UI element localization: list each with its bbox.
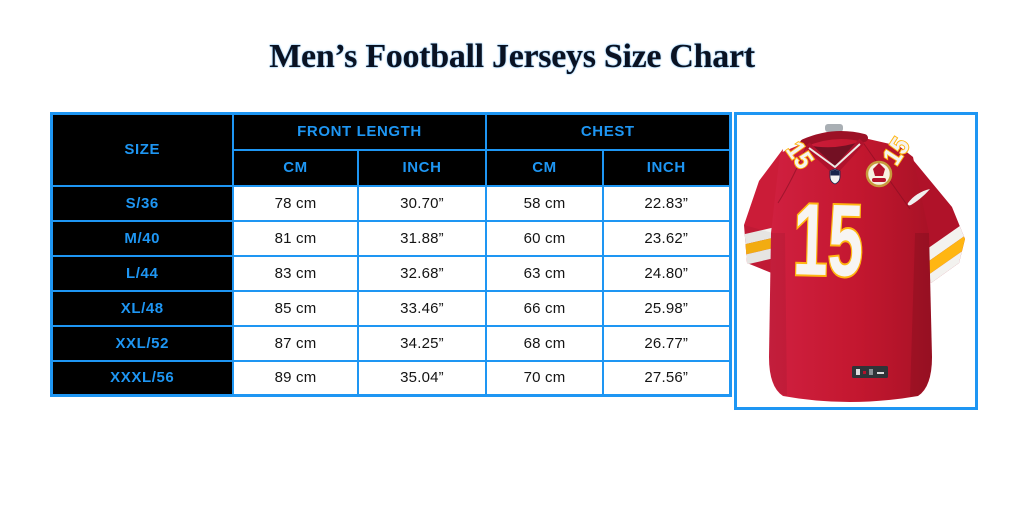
- front-length-cm: 78 cm: [232, 184, 359, 222]
- front-length-inch: 34.25”: [356, 324, 488, 362]
- chest-cm: 68 cm: [485, 324, 605, 362]
- front-length-cm: 87 cm: [232, 324, 359, 362]
- col-header-chest: CHEST: [485, 112, 732, 151]
- table-row: XXXL/56 89 cm 35.04” 70 cm 27.56”: [50, 359, 732, 397]
- size-label: L/44: [50, 254, 234, 292]
- col-header-front-inch: INCH: [356, 148, 488, 187]
- page-title: Men’s Football Jerseys Size Chart: [269, 38, 755, 75]
- front-length-inch: 32.68”: [356, 254, 488, 292]
- nfl-shield-icon: [829, 168, 840, 185]
- chest-cm: 60 cm: [485, 219, 605, 257]
- front-length-inch: 35.04”: [356, 359, 488, 397]
- chest-cm: 58 cm: [485, 184, 605, 222]
- front-length-inch: 30.70”: [356, 184, 488, 222]
- chest-inch: 22.83”: [602, 184, 732, 222]
- size-chart-table: SIZE FRONT LENGTH CHEST CM INCH CM INCH …: [49, 112, 732, 397]
- jersey-torso: [768, 135, 932, 402]
- team-patch-icon: [865, 160, 892, 188]
- hanger-loop: [824, 124, 843, 132]
- header-row-groups: SIZE FRONT LENGTH CHEST: [50, 112, 732, 187]
- header-row-units: CM INCH CM INCH: [51, 148, 732, 187]
- col-header-chest-inch: INCH: [602, 148, 732, 187]
- size-label: M/40: [50, 219, 234, 257]
- front-length-inch: 31.88”: [356, 219, 488, 257]
- col-header-front-cm: CM: [232, 148, 359, 187]
- table-row: XL/48 85 cm 33.46” 66 cm 25.98”: [50, 289, 732, 327]
- chest-cm: 63 cm: [485, 254, 605, 292]
- chest-inch: 25.98”: [602, 289, 732, 327]
- front-length-cm: 81 cm: [232, 219, 359, 257]
- front-length-cm: 83 cm: [232, 254, 359, 292]
- jersey-image: 15 15 15: [743, 124, 965, 402]
- size-chart-content: SIZE FRONT LENGTH CHEST CM INCH CM INCH …: [49, 112, 978, 410]
- chest-cm: 70 cm: [485, 359, 605, 397]
- size-label: XXL/52: [50, 324, 234, 362]
- jersey-product-photo: 15 15 15: [733, 112, 978, 410]
- jersey-chest-number: 15: [791, 182, 864, 298]
- col-header-chest-cm: CM: [485, 148, 605, 187]
- chest-inch: 24.80”: [602, 254, 732, 292]
- chest-inch: 27.56”: [602, 359, 732, 397]
- table-row: S/36 78 cm 30.70” 58 cm 22.83”: [50, 184, 732, 222]
- table-row: M/40 81 cm 31.88” 60 cm 23.62”: [50, 219, 732, 257]
- table-row: L/44 83 cm 32.68” 63 cm 24.80”: [50, 254, 732, 292]
- front-length-inch: 33.46”: [356, 289, 488, 327]
- col-header-front-length: FRONT LENGTH: [231, 112, 488, 151]
- chest-inch: 23.62”: [602, 219, 732, 257]
- chest-inch: 26.77”: [602, 324, 732, 362]
- col-header-size: SIZE: [50, 112, 234, 187]
- table-row: XXL/52 87 cm 34.25” 68 cm 26.77”: [50, 324, 732, 362]
- size-label: XXXL/56: [50, 359, 234, 397]
- size-label: S/36: [50, 184, 234, 222]
- front-length-cm: 89 cm: [232, 359, 359, 397]
- nike-swoosh-icon: [907, 189, 930, 206]
- chest-cm: 66 cm: [485, 289, 605, 327]
- jock-tag: [851, 366, 888, 378]
- front-length-cm: 85 cm: [232, 289, 359, 327]
- size-label: XL/48: [50, 289, 234, 327]
